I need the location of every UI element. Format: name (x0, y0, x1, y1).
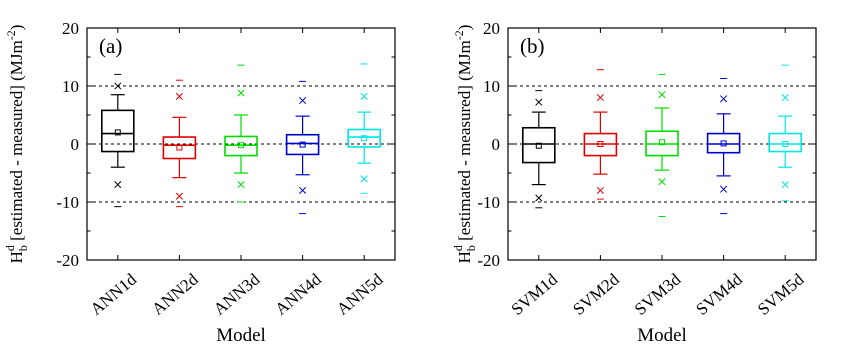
box-iqr (768, 132, 803, 153)
box-SVM3d (645, 73, 679, 217)
percentile-1-marker (535, 194, 543, 202)
y-tick-label: 0 (71, 135, 80, 154)
percentile-1-marker (175, 192, 183, 200)
x-axis-label: Model (216, 325, 266, 346)
percentile-1-marker (360, 175, 368, 183)
percentile-99-marker (114, 82, 122, 90)
box-iqr (521, 126, 556, 164)
box-iqr (347, 128, 382, 148)
x-tick-label: ANN4d (271, 269, 325, 318)
box-ANN4d (285, 80, 320, 215)
percentile-99-marker (658, 91, 666, 99)
percentile-99-marker (360, 92, 368, 100)
y-tick-label: 20 (62, 19, 79, 38)
percentile-1-marker (299, 186, 307, 194)
x-tick-label: SVM2d (569, 269, 623, 318)
percentile-99-marker (237, 89, 245, 97)
box-SVM4d (706, 77, 741, 215)
panel-a: -20 -10 0 10 20 ANN1d ANN2d ANN3d ANN4d ANN5d (a) M… (3, 19, 396, 346)
percentile-99-marker (535, 98, 543, 106)
box-iqr (224, 135, 258, 157)
box-SVM5d (768, 64, 803, 202)
x-tick-label: ANN5d (333, 269, 387, 318)
percentile-1-marker (237, 181, 245, 189)
x-tick-label: SVM3d (631, 269, 685, 318)
y-tick-label: -20 (477, 251, 500, 270)
x-tick-label: SVM4d (692, 269, 746, 318)
y-tick-label: 20 (483, 19, 500, 38)
mean-marker (114, 129, 121, 136)
box-SVM2d (583, 69, 618, 200)
box-ANN1d (101, 73, 135, 208)
y-tick-label: -10 (56, 193, 79, 212)
y-tick-label: 10 (62, 77, 79, 96)
mean-marker (782, 141, 789, 147)
mean-marker (597, 141, 604, 147)
mean-marker (720, 140, 727, 147)
box-ANN2d (162, 79, 197, 208)
box-ANN5d (347, 63, 382, 194)
y-axis-label: Hbd [estimated - measured] (MJm-2) (451, 25, 478, 264)
box-iqr (101, 109, 135, 153)
percentile-99-marker (175, 92, 183, 100)
x-tick-label: ANN2d (148, 269, 202, 318)
box-SVM1d (521, 90, 556, 209)
percentile-99-marker (299, 96, 307, 105)
box-iqr (162, 136, 197, 160)
panel-label: (b) (520, 34, 545, 58)
percentile-1-marker (114, 181, 122, 189)
box-iqr (706, 132, 741, 154)
percentile-99-marker (781, 94, 789, 102)
panel-b: -20 -10 0 10 20 SVM1d SVM2d SVM3d SVM4d SVM5d (b) M… (451, 19, 817, 346)
mean-marker (238, 142, 244, 149)
mean-marker (535, 142, 542, 149)
percentile-99-marker (596, 94, 604, 102)
x-tick-label: ANN1d (87, 269, 141, 318)
box-ANN3d (224, 64, 258, 203)
percentile-1-marker (720, 185, 728, 193)
x-tick-label: SVM1d (508, 269, 562, 318)
mean-marker (361, 135, 368, 142)
mean-marker (659, 139, 665, 146)
x-tick-label: SVM5d (754, 269, 808, 318)
box-iqr (285, 133, 320, 156)
percentile-1-marker (781, 181, 789, 189)
x-tick-label: ANN3d (210, 269, 264, 318)
percentile-1-marker (596, 186, 604, 194)
y-tick-label: -20 (56, 251, 79, 270)
mean-marker (176, 144, 183, 151)
percentile-1-marker (658, 178, 666, 186)
y-tick-label: 0 (492, 135, 501, 154)
mean-marker (299, 141, 306, 148)
panel-label: (a) (99, 34, 122, 58)
percentile-99-marker (720, 95, 728, 103)
y-tick-label: -10 (477, 193, 500, 212)
y-tick-label: 10 (483, 77, 500, 96)
x-axis-label: Model (637, 325, 687, 346)
y-axis-label: Hbd [estimated - measured] (MJm-2) (3, 25, 30, 264)
